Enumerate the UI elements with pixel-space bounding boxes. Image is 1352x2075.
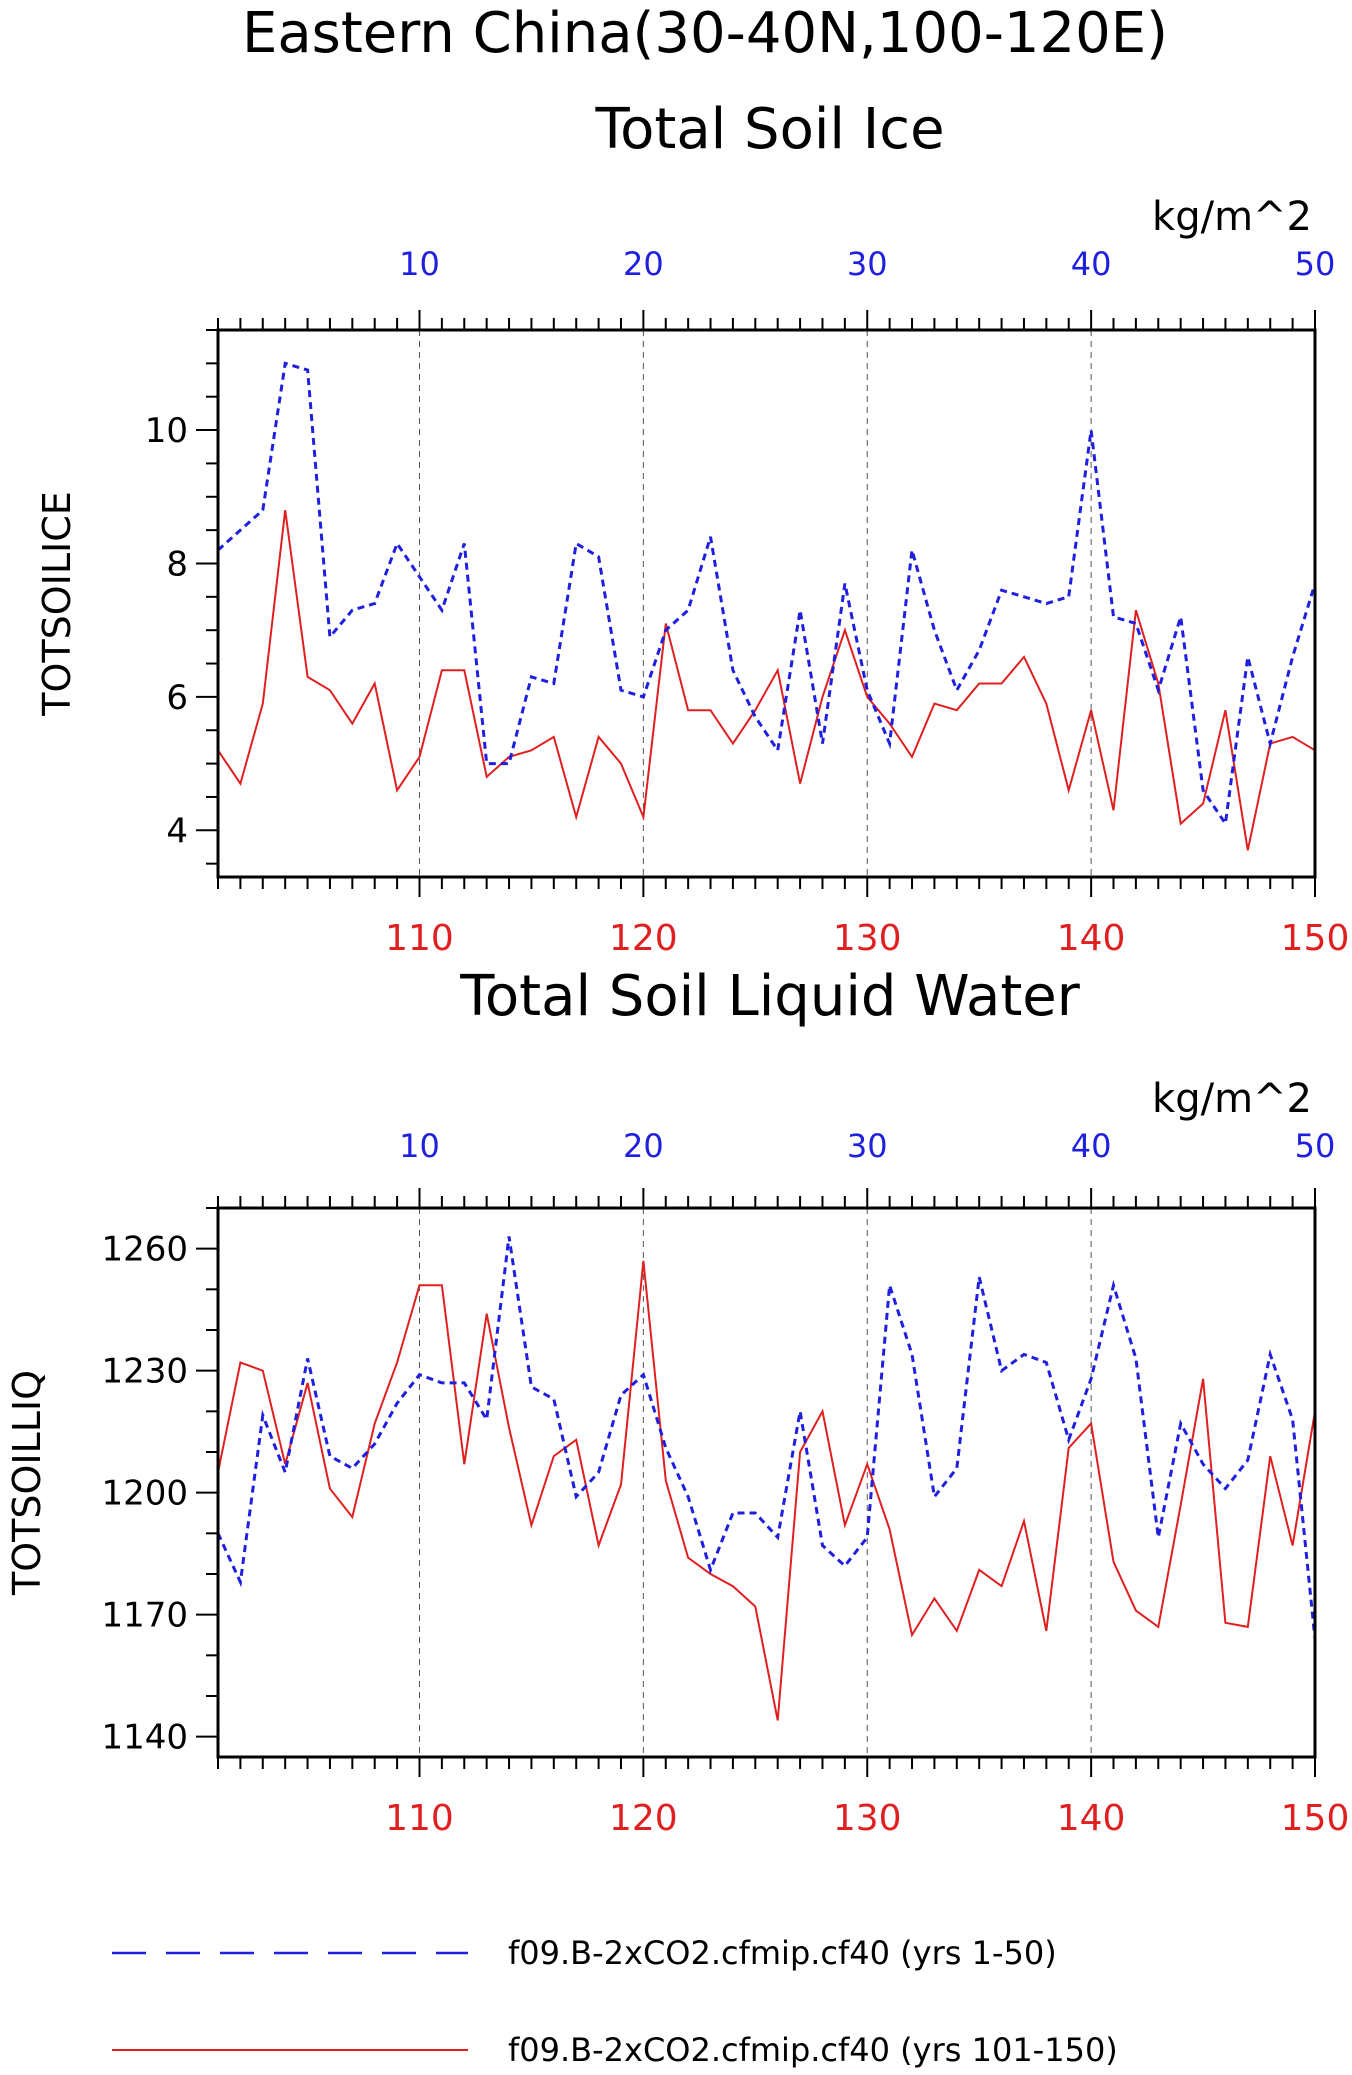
top-tick-label: 10	[399, 1127, 440, 1165]
bottom-tick-label: 140	[1057, 1798, 1126, 1839]
top-tick-label: 40	[1071, 245, 1112, 283]
figure-title: Eastern China(30-40N,100-120E)	[242, 1, 1168, 66]
bottom-tick-label: 110	[385, 1798, 454, 1839]
y-tick-label: 1140	[101, 1718, 188, 1758]
top-tick-label: 50	[1295, 1127, 1336, 1165]
bottom-tick-label: 130	[833, 1798, 902, 1839]
plot-frame	[216, 1206, 1317, 1759]
bottom-tick-label: 130	[833, 918, 902, 959]
bottom-tick-label: 120	[609, 918, 678, 959]
unit-label: kg/m^2	[1152, 194, 1312, 240]
bottom-tick-label: 110	[385, 918, 454, 959]
legend-label-yrs-101-150: f09.B-2xCO2.cfmip.cf40 (yrs 101-150)	[508, 2031, 1118, 2069]
top-tick-label: 30	[847, 245, 888, 283]
y-axis-label: TOTSOILICE	[35, 491, 79, 717]
bottom-tick-label: 120	[609, 1798, 678, 1839]
top-tick-label: 20	[623, 245, 664, 283]
top-tick-label: 50	[1295, 245, 1336, 283]
top-tick-label: 30	[847, 1127, 888, 1165]
y-tick-label: 1230	[101, 1352, 188, 1392]
panel-title: Total Soil Liquid Water	[459, 964, 1081, 1029]
y-tick-label: 8	[166, 544, 188, 584]
bottom-tick-label: 150	[1281, 1798, 1350, 1839]
top-tick-label: 10	[399, 245, 440, 283]
soil-liquid-panel: Total Soil Liquid Water kg/m^2 10 20 30 40 50 1…	[5, 964, 1349, 1839]
top-tick-label: 40	[1071, 1127, 1112, 1165]
y-tick-label: 6	[166, 678, 188, 718]
y-tick-label: 4	[166, 811, 188, 851]
y-tick-label: 10	[145, 411, 188, 451]
bottom-tick-label: 140	[1057, 918, 1126, 959]
y-tick-label: 1170	[101, 1596, 188, 1636]
plot-frame	[216, 328, 1317, 879]
top-tick-label: 20	[623, 1127, 664, 1165]
series-line-yrs-101-150	[217, 509, 1316, 851]
y-axis-label: TOTSOILLIQ	[5, 1370, 49, 1596]
legend-label-yrs-1-50: f09.B-2xCO2.cfmip.cf40 (yrs 1-50)	[508, 1934, 1057, 1972]
series-line-yrs-1-50	[216, 1236, 1317, 1640]
legend: f09.B-2xCO2.cfmip.cf40 (yrs 1-50) f09.B-…	[112, 1934, 1118, 2069]
soil-ice-panel: Total Soil Ice kg/m^2 10 20 30 40 50 110 120 130 1…	[35, 97, 1349, 959]
series-line-yrs-101-150	[217, 1260, 1316, 1721]
series-line-yrs-1-50	[217, 361, 1317, 828]
y-tick-label: 1200	[101, 1474, 188, 1514]
bottom-tick-label: 150	[1281, 918, 1350, 959]
panel-title: Total Soil Ice	[594, 97, 944, 162]
y-tick-label: 1260	[101, 1230, 188, 1270]
unit-label: kg/m^2	[1152, 1076, 1312, 1122]
